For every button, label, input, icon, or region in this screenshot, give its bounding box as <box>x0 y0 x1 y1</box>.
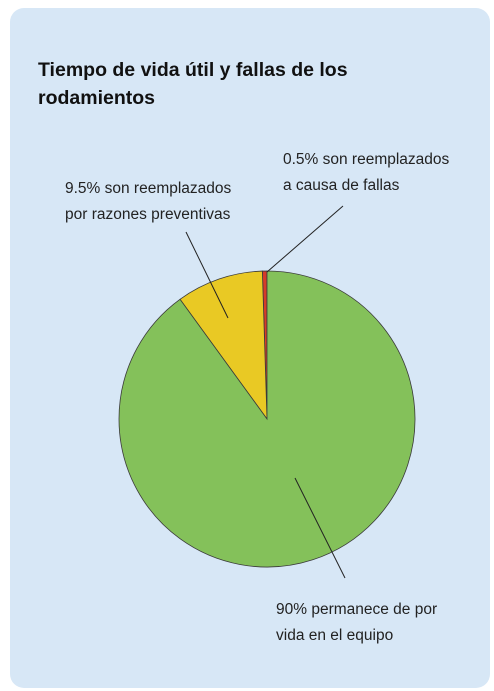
leader-line <box>185 231 229 319</box>
slice-label: 9.5% son reemplazados <box>65 180 232 197</box>
slice-label: por razones preventivas <box>65 206 231 223</box>
chart-title: Tiempo de vida útil y fallas de los roda… <box>38 59 348 109</box>
leader-line <box>294 477 346 579</box>
slice-label: a causa de fallas <box>283 177 400 194</box>
leader-line <box>266 205 344 273</box>
pie-slice <box>179 270 268 421</box>
slice-label: 0.5% son reemplazados <box>283 151 450 168</box>
slice-label: vida en el equipo <box>276 627 393 644</box>
pie-slice <box>118 270 416 568</box>
slice-label: 90% permanece de por <box>276 601 437 618</box>
